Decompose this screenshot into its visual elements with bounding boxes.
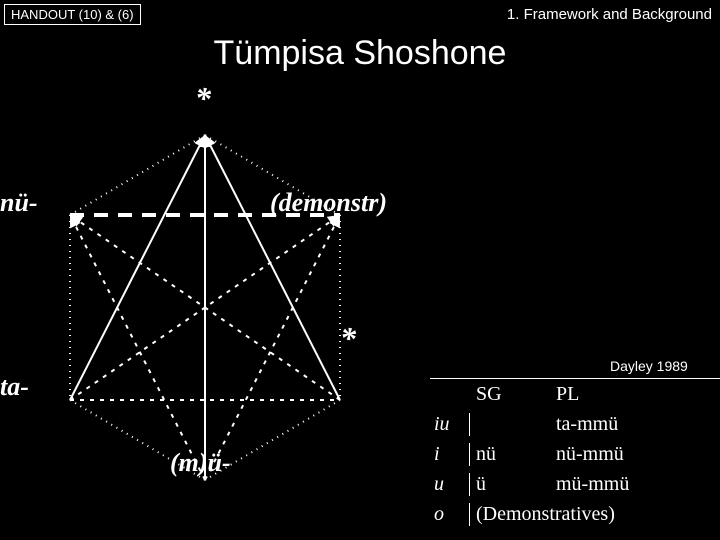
row-key: iu (430, 413, 470, 436)
hexagon-svg (0, 80, 420, 500)
table-row: iu ta-mmü (430, 409, 720, 439)
table-row: o(Demonstratives) (430, 499, 720, 529)
row-merged: (Demonstratives) (470, 503, 720, 526)
row-key: i (430, 443, 470, 466)
sg-cell: ü (470, 473, 550, 496)
paradigm-table: SGPLiuta-mmüinünü-mmüuümü-mmüo(Demonstra… (430, 378, 720, 529)
handout-label: HANDOUT (10) & (6) (11, 7, 134, 22)
handout-box: HANDOUT (10) & (6) (4, 4, 141, 25)
table-header-cell: PL (550, 383, 720, 406)
table-header-cell: SG (470, 383, 550, 406)
page-title: Tümpisa Shoshone (0, 34, 720, 73)
sg-cell: nü (470, 443, 550, 466)
table-row: inünü-mmü (430, 439, 720, 469)
vertex-label: ta- (0, 372, 29, 402)
star-marker: * (195, 80, 211, 117)
vertex-label: (m)ü- (170, 448, 231, 478)
star-marker: * (340, 320, 356, 357)
pl-cell: nü-mmü (550, 443, 720, 466)
table-header-row: SGPL (430, 379, 720, 409)
hexagon-diagram: * * nü- (demonstr) ta- (m)ü- (0, 80, 420, 500)
citation: Dayley 1989 (610, 358, 688, 374)
section-label: 1. Framework and Background (507, 6, 712, 23)
row-key: u (430, 473, 470, 496)
pl-cell: mü-mmü (550, 473, 720, 496)
vertex-label: nü- (0, 188, 38, 218)
pl-cell: ta-mmü (550, 413, 720, 436)
vertex-label: (demonstr) (270, 188, 387, 218)
row-key: o (430, 503, 470, 526)
table-row: uümü-mmü (430, 469, 720, 499)
